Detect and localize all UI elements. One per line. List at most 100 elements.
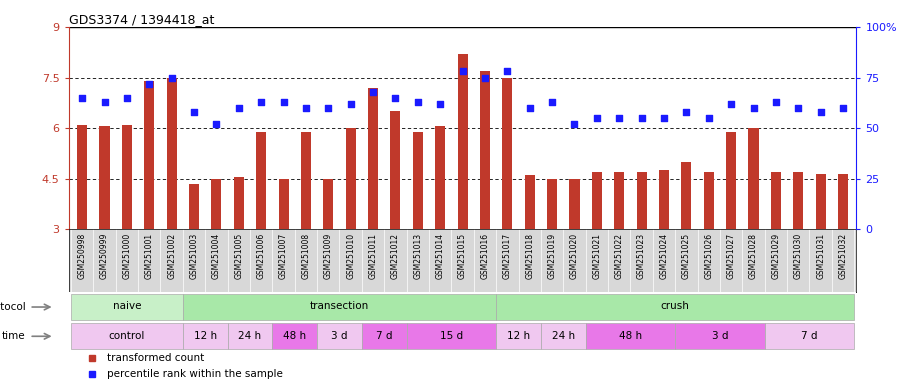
Text: GSM251002: GSM251002 bbox=[167, 233, 176, 279]
Text: control: control bbox=[109, 331, 145, 341]
Point bbox=[164, 74, 179, 81]
Text: GSM251006: GSM251006 bbox=[256, 233, 266, 279]
Text: GSM251011: GSM251011 bbox=[368, 233, 377, 278]
Text: transformed count: transformed count bbox=[106, 353, 203, 363]
Text: GSM251018: GSM251018 bbox=[525, 233, 534, 278]
Point bbox=[813, 109, 828, 115]
Bar bbox=[345, 128, 355, 229]
Text: GSM251000: GSM251000 bbox=[123, 233, 131, 279]
Point bbox=[657, 115, 671, 121]
Point bbox=[455, 68, 470, 74]
Point bbox=[209, 121, 224, 127]
Bar bbox=[502, 78, 512, 229]
Bar bbox=[256, 131, 267, 229]
Bar bbox=[726, 131, 736, 229]
Bar bbox=[547, 179, 557, 229]
Bar bbox=[748, 128, 758, 229]
Text: GSM251022: GSM251022 bbox=[615, 233, 624, 278]
Bar bbox=[390, 111, 400, 229]
Bar bbox=[144, 81, 154, 229]
Bar bbox=[615, 172, 625, 229]
Text: GSM251028: GSM251028 bbox=[749, 233, 758, 278]
Text: percentile rank within the sample: percentile rank within the sample bbox=[106, 369, 282, 379]
Text: GSM251010: GSM251010 bbox=[346, 233, 355, 279]
Text: GSM251029: GSM251029 bbox=[771, 233, 780, 279]
Bar bbox=[183, 323, 227, 349]
Text: 24 h: 24 h bbox=[551, 331, 575, 341]
Text: GSM251012: GSM251012 bbox=[391, 233, 400, 278]
Bar bbox=[362, 323, 407, 349]
Point bbox=[365, 89, 380, 95]
Bar bbox=[212, 179, 222, 229]
Point bbox=[299, 105, 313, 111]
Point bbox=[545, 99, 560, 105]
Bar bbox=[592, 172, 602, 229]
Bar bbox=[278, 179, 289, 229]
Bar bbox=[413, 131, 423, 229]
Text: GSM251021: GSM251021 bbox=[593, 233, 602, 278]
Bar bbox=[675, 323, 765, 349]
Bar bbox=[317, 323, 362, 349]
Bar bbox=[407, 323, 496, 349]
Text: 12 h: 12 h bbox=[193, 331, 217, 341]
Point bbox=[522, 105, 537, 111]
Bar bbox=[682, 162, 692, 229]
Bar bbox=[227, 323, 272, 349]
Point bbox=[97, 99, 112, 105]
Point bbox=[567, 121, 582, 127]
Bar bbox=[458, 54, 467, 229]
Text: 15 d: 15 d bbox=[440, 331, 463, 341]
Bar bbox=[323, 179, 333, 229]
Text: GSM251003: GSM251003 bbox=[190, 233, 199, 279]
Text: GDS3374 / 1394418_at: GDS3374 / 1394418_at bbox=[69, 13, 214, 26]
Bar bbox=[100, 126, 110, 229]
Point bbox=[344, 101, 358, 107]
Point bbox=[142, 81, 157, 87]
Bar bbox=[122, 125, 132, 229]
Text: time: time bbox=[2, 331, 26, 341]
Text: GSM251019: GSM251019 bbox=[548, 233, 557, 279]
Bar bbox=[234, 177, 244, 229]
Text: GSM251013: GSM251013 bbox=[413, 233, 422, 279]
Point bbox=[747, 105, 761, 111]
Text: 7 d: 7 d bbox=[376, 331, 392, 341]
Bar bbox=[435, 126, 445, 229]
Point bbox=[254, 99, 268, 105]
Point bbox=[232, 105, 246, 111]
Text: GSM251025: GSM251025 bbox=[682, 233, 691, 279]
Text: GSM251009: GSM251009 bbox=[323, 233, 333, 279]
Point bbox=[634, 115, 649, 121]
Bar bbox=[71, 294, 183, 320]
Bar bbox=[368, 88, 378, 229]
Text: 3 d: 3 d bbox=[712, 331, 728, 341]
Text: GSM251027: GSM251027 bbox=[726, 233, 736, 279]
Text: GSM251023: GSM251023 bbox=[638, 233, 646, 279]
Text: GSM251017: GSM251017 bbox=[503, 233, 512, 279]
Text: 48 h: 48 h bbox=[619, 331, 642, 341]
Text: GSM251007: GSM251007 bbox=[279, 233, 288, 279]
Bar bbox=[659, 170, 669, 229]
Point bbox=[612, 115, 627, 121]
Bar bbox=[771, 172, 781, 229]
Point bbox=[410, 99, 425, 105]
Text: protocol: protocol bbox=[0, 302, 26, 312]
Text: GSM251031: GSM251031 bbox=[816, 233, 825, 279]
Point bbox=[277, 99, 291, 105]
Bar bbox=[183, 294, 496, 320]
Text: transection: transection bbox=[310, 301, 369, 311]
Bar bbox=[77, 125, 87, 229]
Bar bbox=[585, 323, 675, 349]
Point bbox=[769, 99, 783, 105]
Point bbox=[477, 74, 492, 81]
Bar bbox=[272, 323, 317, 349]
Bar bbox=[496, 294, 855, 320]
Text: GSM251024: GSM251024 bbox=[660, 233, 669, 279]
Text: GSM250999: GSM250999 bbox=[100, 233, 109, 279]
Bar bbox=[541, 323, 585, 349]
Text: GSM251004: GSM251004 bbox=[212, 233, 221, 279]
Point bbox=[120, 95, 135, 101]
Text: 7 d: 7 d bbox=[802, 331, 818, 341]
Bar bbox=[300, 131, 311, 229]
Text: GSM251032: GSM251032 bbox=[838, 233, 847, 279]
Text: GSM251005: GSM251005 bbox=[234, 233, 244, 279]
